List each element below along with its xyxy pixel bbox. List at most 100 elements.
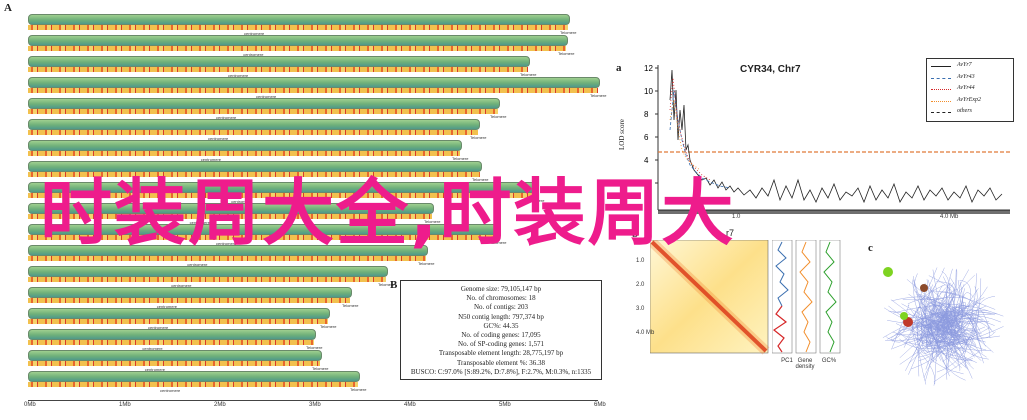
telomere-label: Telomere <box>470 135 487 140</box>
centromere-label: centromere <box>200 157 222 162</box>
lod-legend-label: others <box>957 108 972 114</box>
lod-series-avyr7 <box>669 69 1003 204</box>
chromosome-bar <box>28 14 570 25</box>
centromere-label: centromere <box>228 73 249 78</box>
chromosome-feature-track <box>28 25 568 30</box>
chromosome-bar <box>28 182 538 193</box>
lod-legend-swatch <box>931 77 951 79</box>
genome-stat-row: No. of coding genes: 17,095 <box>461 331 541 339</box>
network-node-green <box>883 267 893 277</box>
centromere-label: centromere <box>144 367 166 372</box>
genome-stat-row: GC%: 44.35 <box>483 321 519 330</box>
chromosome-feature-track <box>28 256 426 261</box>
chromosome-bar <box>28 350 322 361</box>
hic-title-fragment: r7 <box>726 228 735 238</box>
genome-stat-row: No. of SP-coding genes: 1,571 <box>458 340 544 349</box>
panel-a-xtick: 0Mb <box>24 402 36 408</box>
lod-ytick: 10 <box>644 87 653 96</box>
chromosome-bar <box>28 98 500 109</box>
centromere-label: centromere <box>231 199 252 204</box>
telomere-label: Telomere <box>418 261 435 266</box>
telomere-label: Telomere <box>560 30 577 35</box>
chromosome-feature-track <box>28 382 358 387</box>
panel-right-b-letter: b <box>632 228 639 240</box>
telomere-label: Telomere <box>306 345 323 350</box>
lod-ytick: 4 <box>644 156 649 165</box>
genome-stat-row: No. of contigs: 203 <box>473 303 529 312</box>
chromosome-feature-track <box>28 319 328 324</box>
panel-b-letter: B <box>390 279 398 291</box>
gc-track <box>823 241 837 353</box>
network-node-brown <box>920 284 928 292</box>
network-node-green-2 <box>900 312 908 320</box>
hic-ytick: 3.0 <box>636 306 645 312</box>
genome-stats-table: B Genome size: 79,105,147 bp No. of chrom… <box>390 279 602 380</box>
chromosome-bar <box>28 287 352 298</box>
chromosome-feature-track <box>28 46 566 51</box>
telomere-label: Telomere <box>378 282 395 287</box>
lod-ytick: 6 <box>644 133 649 142</box>
centromere-label: centromere <box>208 136 229 141</box>
pc1-track <box>775 241 789 307</box>
telomere-label: Telomere <box>320 324 337 329</box>
panel-a-xaxis-line <box>28 400 598 401</box>
genome-stat-row: Genome size: 79,105,147 bp <box>460 285 542 293</box>
genome-stat-row: No. of chromosomes: 18 <box>466 294 536 303</box>
telomere-label: Telomere <box>590 93 607 98</box>
panel-a-xtick: 2Mb <box>214 402 226 408</box>
lod-marker-band <box>658 210 1010 214</box>
lod-legend-swatch <box>931 66 951 67</box>
lod-legend-label: AvYr43 <box>957 73 975 80</box>
chromosome-feature-track <box>28 151 460 156</box>
chromosome-feature-track <box>28 277 386 282</box>
centromere-label: centromere <box>187 262 208 267</box>
panel-a-xtick: 6Mb <box>594 402 606 408</box>
centromere-label: centromere <box>160 388 181 393</box>
lod-series-avyr44 <box>669 77 711 181</box>
chromosome-bar <box>28 56 530 67</box>
chromosome-bar <box>28 371 360 382</box>
lod-legend-swatch <box>931 100 951 102</box>
lod-legend-swatch <box>931 112 951 113</box>
chromosome-feature-track <box>28 214 432 219</box>
telomere-label: Telomere <box>520 72 537 77</box>
genome-stat-row: N50 contig length: 797,374 bp <box>458 312 544 321</box>
chromosome-feature-track <box>28 130 478 135</box>
lod-ytick: 2 <box>644 179 649 188</box>
telomere-label: Telomere <box>312 366 329 371</box>
chromosome-bar <box>28 266 388 277</box>
lod-plot: 12 10 8 6 4 2 <box>644 64 1010 214</box>
centromere-label: centromere <box>216 115 237 120</box>
lod-plot-title: CYR34, Chr7 <box>740 64 801 75</box>
genome-stat-row: Transposable element length: 28,775,197 … <box>438 349 564 358</box>
gene-density-track <box>799 241 813 353</box>
chromosome-bar <box>28 35 568 46</box>
lod-legend-label: AvYr7 <box>957 62 972 68</box>
lod-legend-swatch <box>931 89 951 90</box>
chromosome-bar <box>28 224 500 235</box>
centromere-label: centromere <box>244 31 265 36</box>
lod-xtick-2: 4.0 Mb <box>940 214 959 220</box>
chromosome-bar <box>28 119 480 130</box>
lod-plot-ylabel: LOD score <box>618 119 626 150</box>
panel-a-xtick: 5Mb <box>499 402 511 408</box>
lod-ytick: 12 <box>644 64 653 73</box>
lod-xtick-1: 1.0 <box>732 214 741 220</box>
centromere-label: centromere <box>216 241 237 246</box>
centromere-label: centromere <box>156 304 178 309</box>
lod-ytick: 8 <box>644 110 649 119</box>
chromosome-feature-track <box>28 172 480 177</box>
telomere-label: Telomere <box>490 240 507 245</box>
genome-stat-row: BUSCO: C:97.0% [S:89.2%, D:7.8%], F:2.7%… <box>410 367 592 376</box>
chromosome-bar <box>28 140 462 151</box>
panel-a-xtick: 3Mb <box>309 402 321 408</box>
lod-legend-label: AvYrExp2 <box>957 96 981 103</box>
hic-ytick: 1.0 <box>636 258 645 264</box>
chromosome-3d-network <box>882 267 1004 386</box>
panel-a-letter: A <box>4 2 12 14</box>
hic-ytick: 2.0 <box>636 282 645 288</box>
centromere-label: centromere <box>256 94 277 99</box>
side-track-label: GC% <box>821 358 837 364</box>
chromosome-bar <box>28 77 600 88</box>
hic-side-tracks <box>772 240 841 354</box>
